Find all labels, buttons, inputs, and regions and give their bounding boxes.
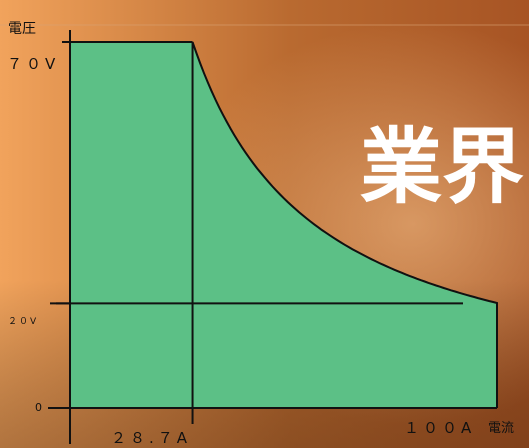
x-tick-label-28-7: ２８.７A <box>111 429 191 447</box>
x-tick-label-100: １００A <box>404 419 475 437</box>
operating-boundary-line <box>70 41 498 408</box>
y-tick-label-70: ７０V <box>7 55 59 73</box>
y-axis-label: 電圧 <box>8 21 36 37</box>
y-tick-label-0: 0 <box>35 401 42 414</box>
x-axis-label: 電流 <box>488 421 514 436</box>
operating-area-fill <box>70 42 497 408</box>
background-banner-text: 業界 <box>360 120 524 215</box>
y-tick-label-20: ２０V <box>8 317 38 327</box>
